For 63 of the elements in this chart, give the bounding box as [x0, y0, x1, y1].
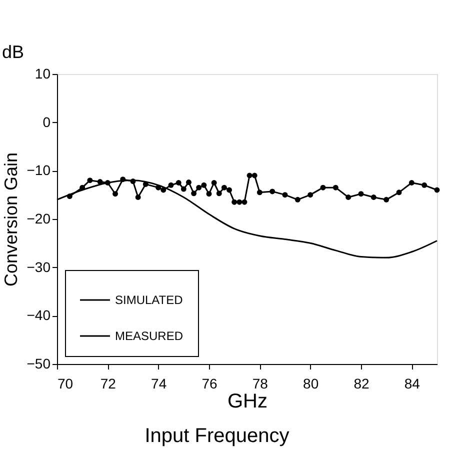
legend-label: SIMULATED	[115, 293, 184, 307]
point	[216, 190, 222, 196]
x-axis-title: GHz	[228, 390, 268, 412]
x-tick-label: 70	[58, 376, 74, 392]
point	[120, 176, 126, 182]
y-tick-label: −50	[26, 356, 51, 372]
y-axis-title: Conversion Gain	[0, 152, 21, 287]
point	[282, 192, 288, 198]
y-tick-label: 0	[42, 114, 51, 130]
point	[186, 180, 192, 185]
point	[97, 179, 103, 185]
x-tick-label: 76	[202, 376, 218, 392]
text: dB	[2, 42, 24, 62]
x-tick-label: 74	[151, 376, 167, 392]
point	[434, 187, 440, 193]
point	[196, 184, 202, 190]
point	[396, 190, 402, 196]
point	[112, 191, 118, 197]
point	[384, 196, 390, 202]
point	[211, 180, 217, 186]
point	[66, 194, 72, 200]
text: Input Frequency	[144, 425, 290, 447]
point	[270, 188, 276, 194]
point	[221, 184, 227, 190]
point	[180, 186, 186, 192]
point	[232, 199, 238, 205]
point	[422, 182, 428, 188]
legend-label: MEASURED	[115, 329, 184, 343]
y-tick-label: −20	[26, 210, 51, 226]
point	[135, 194, 141, 200]
point	[294, 196, 300, 202]
point	[87, 178, 93, 184]
point	[80, 184, 86, 190]
y-tick-label: −30	[26, 258, 51, 275]
x-tick-label: 80	[303, 376, 319, 392]
y-tick-label: −10	[26, 162, 51, 178]
y-tick-label: −40	[26, 307, 51, 324]
point	[256, 190, 262, 196]
point	[104, 180, 110, 186]
point	[206, 191, 212, 197]
point	[176, 180, 182, 186]
point	[201, 182, 207, 188]
point	[191, 190, 197, 196]
point	[320, 184, 326, 190]
point	[236, 199, 242, 205]
x-tick-label: 78	[252, 376, 268, 392]
point	[246, 172, 252, 178]
point	[358, 191, 364, 197]
point	[226, 187, 232, 193]
point	[346, 194, 352, 200]
x-tick-label: 72	[100, 376, 116, 392]
point	[308, 192, 314, 198]
point	[242, 199, 248, 205]
point	[408, 180, 414, 186]
x-tick-label: 82	[354, 376, 370, 392]
y-tick-label: 10	[34, 66, 51, 82]
point	[130, 178, 136, 184]
point	[252, 172, 258, 178]
x-tick-label: 84	[404, 376, 420, 392]
point	[332, 184, 338, 190]
point	[168, 182, 174, 188]
point	[160, 187, 166, 193]
point	[370, 194, 376, 200]
